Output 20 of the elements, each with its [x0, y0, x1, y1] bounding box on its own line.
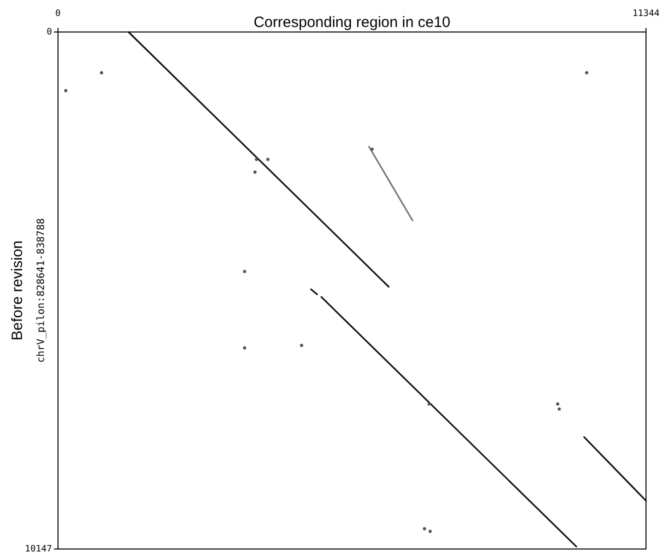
point [428, 402, 431, 406]
point [254, 158, 258, 161]
point [243, 346, 246, 350]
x-tick-label: 11344 [632, 9, 660, 19]
point [558, 407, 561, 411]
point [253, 170, 257, 174]
point [556, 402, 560, 406]
point [370, 148, 374, 151]
point [422, 527, 426, 530]
point [64, 88, 68, 92]
point [100, 71, 104, 74]
point [585, 71, 588, 74]
point [300, 344, 304, 347]
y-axis-title: Before revision [9, 240, 26, 341]
text: chrV_pilon:828641-838788 [36, 218, 47, 363]
point [428, 530, 432, 533]
y-tick-label: 10147 [24, 544, 52, 553]
x-axis-title: Corresponding region in ce10 [254, 14, 450, 31]
point [266, 158, 270, 161]
point [243, 270, 246, 274]
